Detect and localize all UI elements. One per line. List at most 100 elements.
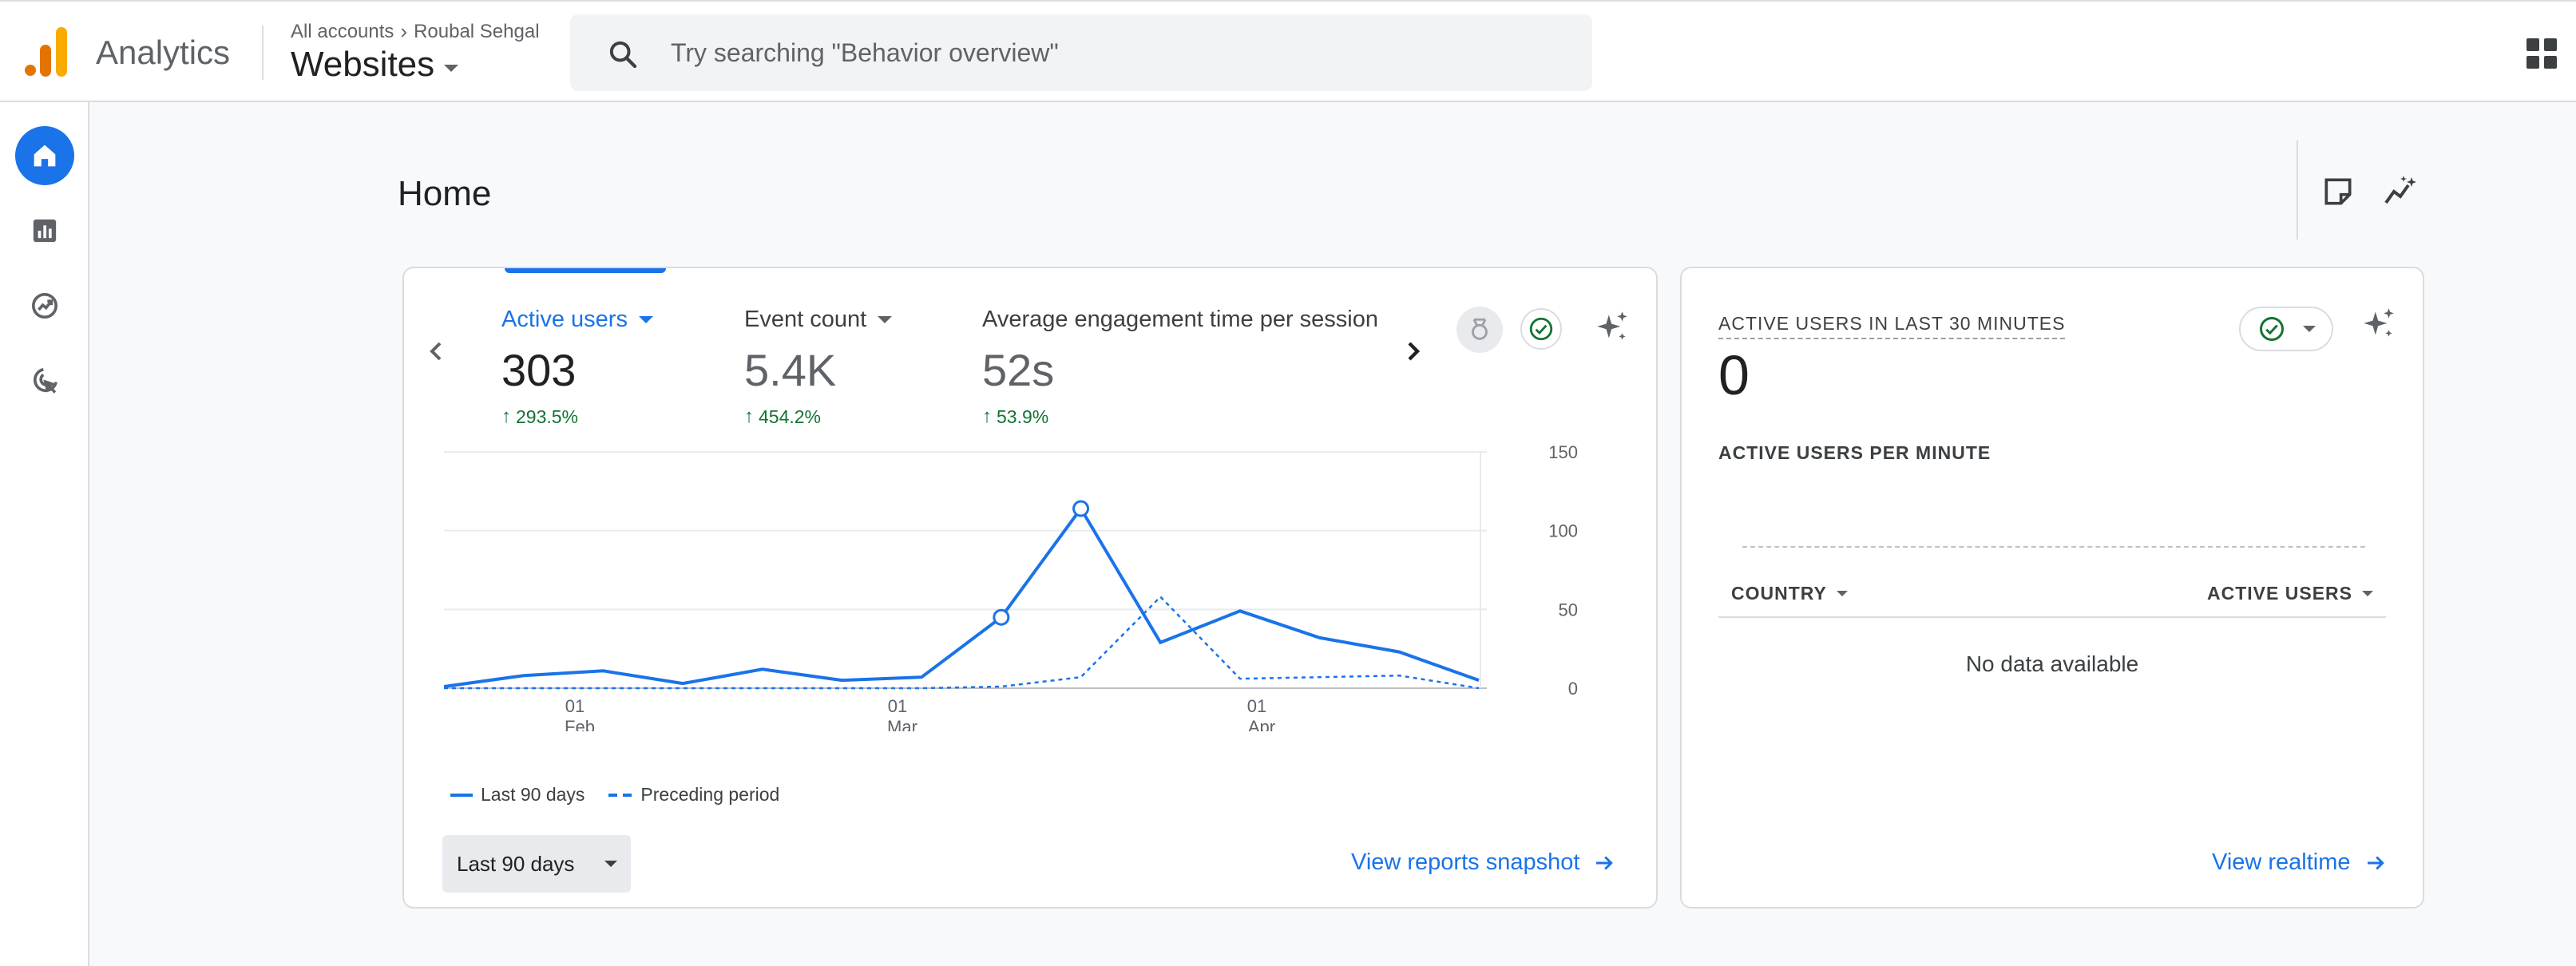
data-point[interactable] (993, 608, 1010, 626)
arrow-up-icon: ↑ (982, 406, 992, 427)
arrow-up-icon: ↑ (744, 406, 754, 427)
link-label[interactable]: View reports snapshot (1351, 849, 1580, 875)
column-header-label[interactable]: ACTIVE USERS (2207, 582, 2352, 604)
legend-label: Preceding period (640, 784, 780, 805)
chart-grid (444, 451, 1487, 689)
metric-label[interactable]: Active users (501, 307, 628, 332)
insights-button[interactable] (2380, 171, 2421, 212)
property-selector[interactable]: Websites (291, 45, 459, 85)
search-input[interactable] (671, 35, 1549, 70)
dropdown-arrow-icon[interactable] (878, 316, 893, 323)
header-divider (262, 26, 264, 80)
y-tick-label: 50 (1559, 600, 1578, 620)
sparkle-icon[interactable] (1592, 308, 1632, 348)
chevron-right-icon: › (400, 19, 408, 43)
arrow-right-icon (2367, 855, 2384, 870)
nav-reports[interactable] (15, 201, 74, 260)
breadcrumb[interactable]: All accounts › Roubal Sehgal (291, 19, 540, 44)
arrow-up-icon: ↑ (501, 406, 511, 427)
link-label[interactable]: View realtime (2212, 849, 2351, 875)
caret-down-icon (2302, 326, 2316, 332)
y-tick-label: 150 (1548, 442, 1578, 462)
nav-advertising[interactable] (15, 351, 74, 410)
date-range-label[interactable]: Last 90 days (457, 851, 575, 876)
x-tick-month: Apr (1248, 717, 1275, 731)
chart-legend: Last 90 days Preceding period (450, 784, 779, 806)
legend-solid-line-icon (450, 793, 473, 797)
search-bar[interactable] (570, 14, 1592, 91)
bar-chart-icon (33, 219, 57, 243)
metric-value: 52s (982, 345, 1055, 395)
achievement-badge-icon[interactable] (1456, 307, 1503, 353)
chevron-right-icon[interactable] (1397, 335, 1429, 367)
metric-engagement-time[interactable]: Average engagement time per session 52s … (982, 307, 1378, 428)
metric-event-count[interactable]: Event count 5.4K ↑ 454.2% (744, 307, 893, 428)
realtime-title[interactable]: ACTIVE USERS IN LAST 30 MINUTES (1718, 313, 2066, 339)
target-cursor-icon (33, 368, 57, 394)
legend-item-current: Last 90 days (450, 784, 585, 806)
column-header-label[interactable]: COUNTRY (1731, 582, 1827, 604)
realtime-subtitle: ACTIVE USERS PER MINUTE (1718, 442, 1991, 463)
date-range-dropdown[interactable]: Last 90 days (442, 835, 631, 893)
empty-state-text: No data available (1965, 651, 2139, 676)
notes-button[interactable] (2317, 171, 2359, 212)
x-tick-day: 01 (565, 696, 585, 716)
left-navigation (0, 102, 89, 966)
view-reports-snapshot-link[interactable]: View reports snapshot (1351, 849, 1616, 876)
realtime-quality-dropdown[interactable] (2239, 307, 2333, 351)
sparkle-icon[interactable] (2359, 305, 2399, 345)
caret-down-icon (2362, 590, 2373, 596)
metric-label[interactable]: Average engagement time per session (982, 307, 1378, 332)
metric-change: 53.9% (997, 406, 1049, 427)
metric-active-users[interactable]: Active users 303 ↑ 293.5% (501, 307, 653, 428)
check-circle-icon (2259, 317, 2284, 341)
nav-explore[interactable] (15, 276, 74, 335)
data-quality-check-icon[interactable] (1520, 308, 1562, 350)
insights-trend-icon (2384, 176, 2416, 204)
dropdown-arrow-icon[interactable] (638, 316, 653, 323)
home-icon (34, 145, 56, 167)
series-line-last-90-days (444, 505, 1480, 689)
column-header-country[interactable]: COUNTRY (1731, 583, 1848, 604)
view-realtime-link[interactable]: View realtime (2212, 849, 2388, 876)
caret-down-icon (1836, 590, 1848, 596)
realtime-table-header: COUNTRY ACTIVE USERS (1718, 570, 2386, 618)
caret-down-icon (604, 861, 618, 867)
sticky-note-icon (2324, 178, 2352, 205)
y-tick-label: 100 (1548, 521, 1578, 541)
page-title: Home (398, 174, 492, 213)
metric-change: 454.2% (759, 406, 822, 427)
property-name[interactable]: Websites (291, 45, 435, 84)
series-line-preceding-period (444, 595, 1480, 690)
x-tick-day: 01 (888, 696, 907, 716)
metric-label[interactable]: Event count (744, 307, 867, 332)
metric-value: 303 (501, 345, 577, 395)
legend-dashed-line-icon (608, 793, 633, 797)
metric-change: 293.5% (516, 406, 579, 427)
data-point[interactable] (1072, 500, 1090, 517)
arrow-right-icon (1596, 855, 1614, 870)
x-tick-month: Mar (887, 717, 917, 731)
highlighted-points (993, 500, 1090, 626)
x-tick-month: Feb (565, 717, 595, 731)
realtime-value: 0 (1718, 344, 1750, 406)
metric-value: 5.4K (744, 345, 837, 395)
caret-down-icon (444, 64, 459, 72)
chevron-left-icon[interactable] (420, 335, 452, 367)
apps-grid-icon[interactable] (2526, 38, 2557, 69)
y-axis: 150 100 50 0 (1548, 442, 1578, 699)
overview-card: Active users 303 ↑ 293.5% Event count 5.… (402, 267, 1658, 909)
breadcrumb-account[interactable]: All accounts (291, 20, 394, 42)
product-name: Analytics (96, 34, 231, 71)
analytics-logo-icon[interactable] (24, 27, 69, 77)
x-tick-day: 01 (1247, 696, 1266, 716)
legend-label: Last 90 days (481, 784, 585, 805)
column-header-active-users[interactable]: ACTIVE USERS (2207, 583, 2373, 604)
explore-trend-icon (32, 293, 57, 319)
nav-home[interactable] (15, 126, 74, 185)
breadcrumb-sub-account[interactable]: Roubal Sehgal (414, 20, 540, 42)
active-metric-indicator (505, 268, 666, 273)
search-icon (609, 41, 637, 69)
